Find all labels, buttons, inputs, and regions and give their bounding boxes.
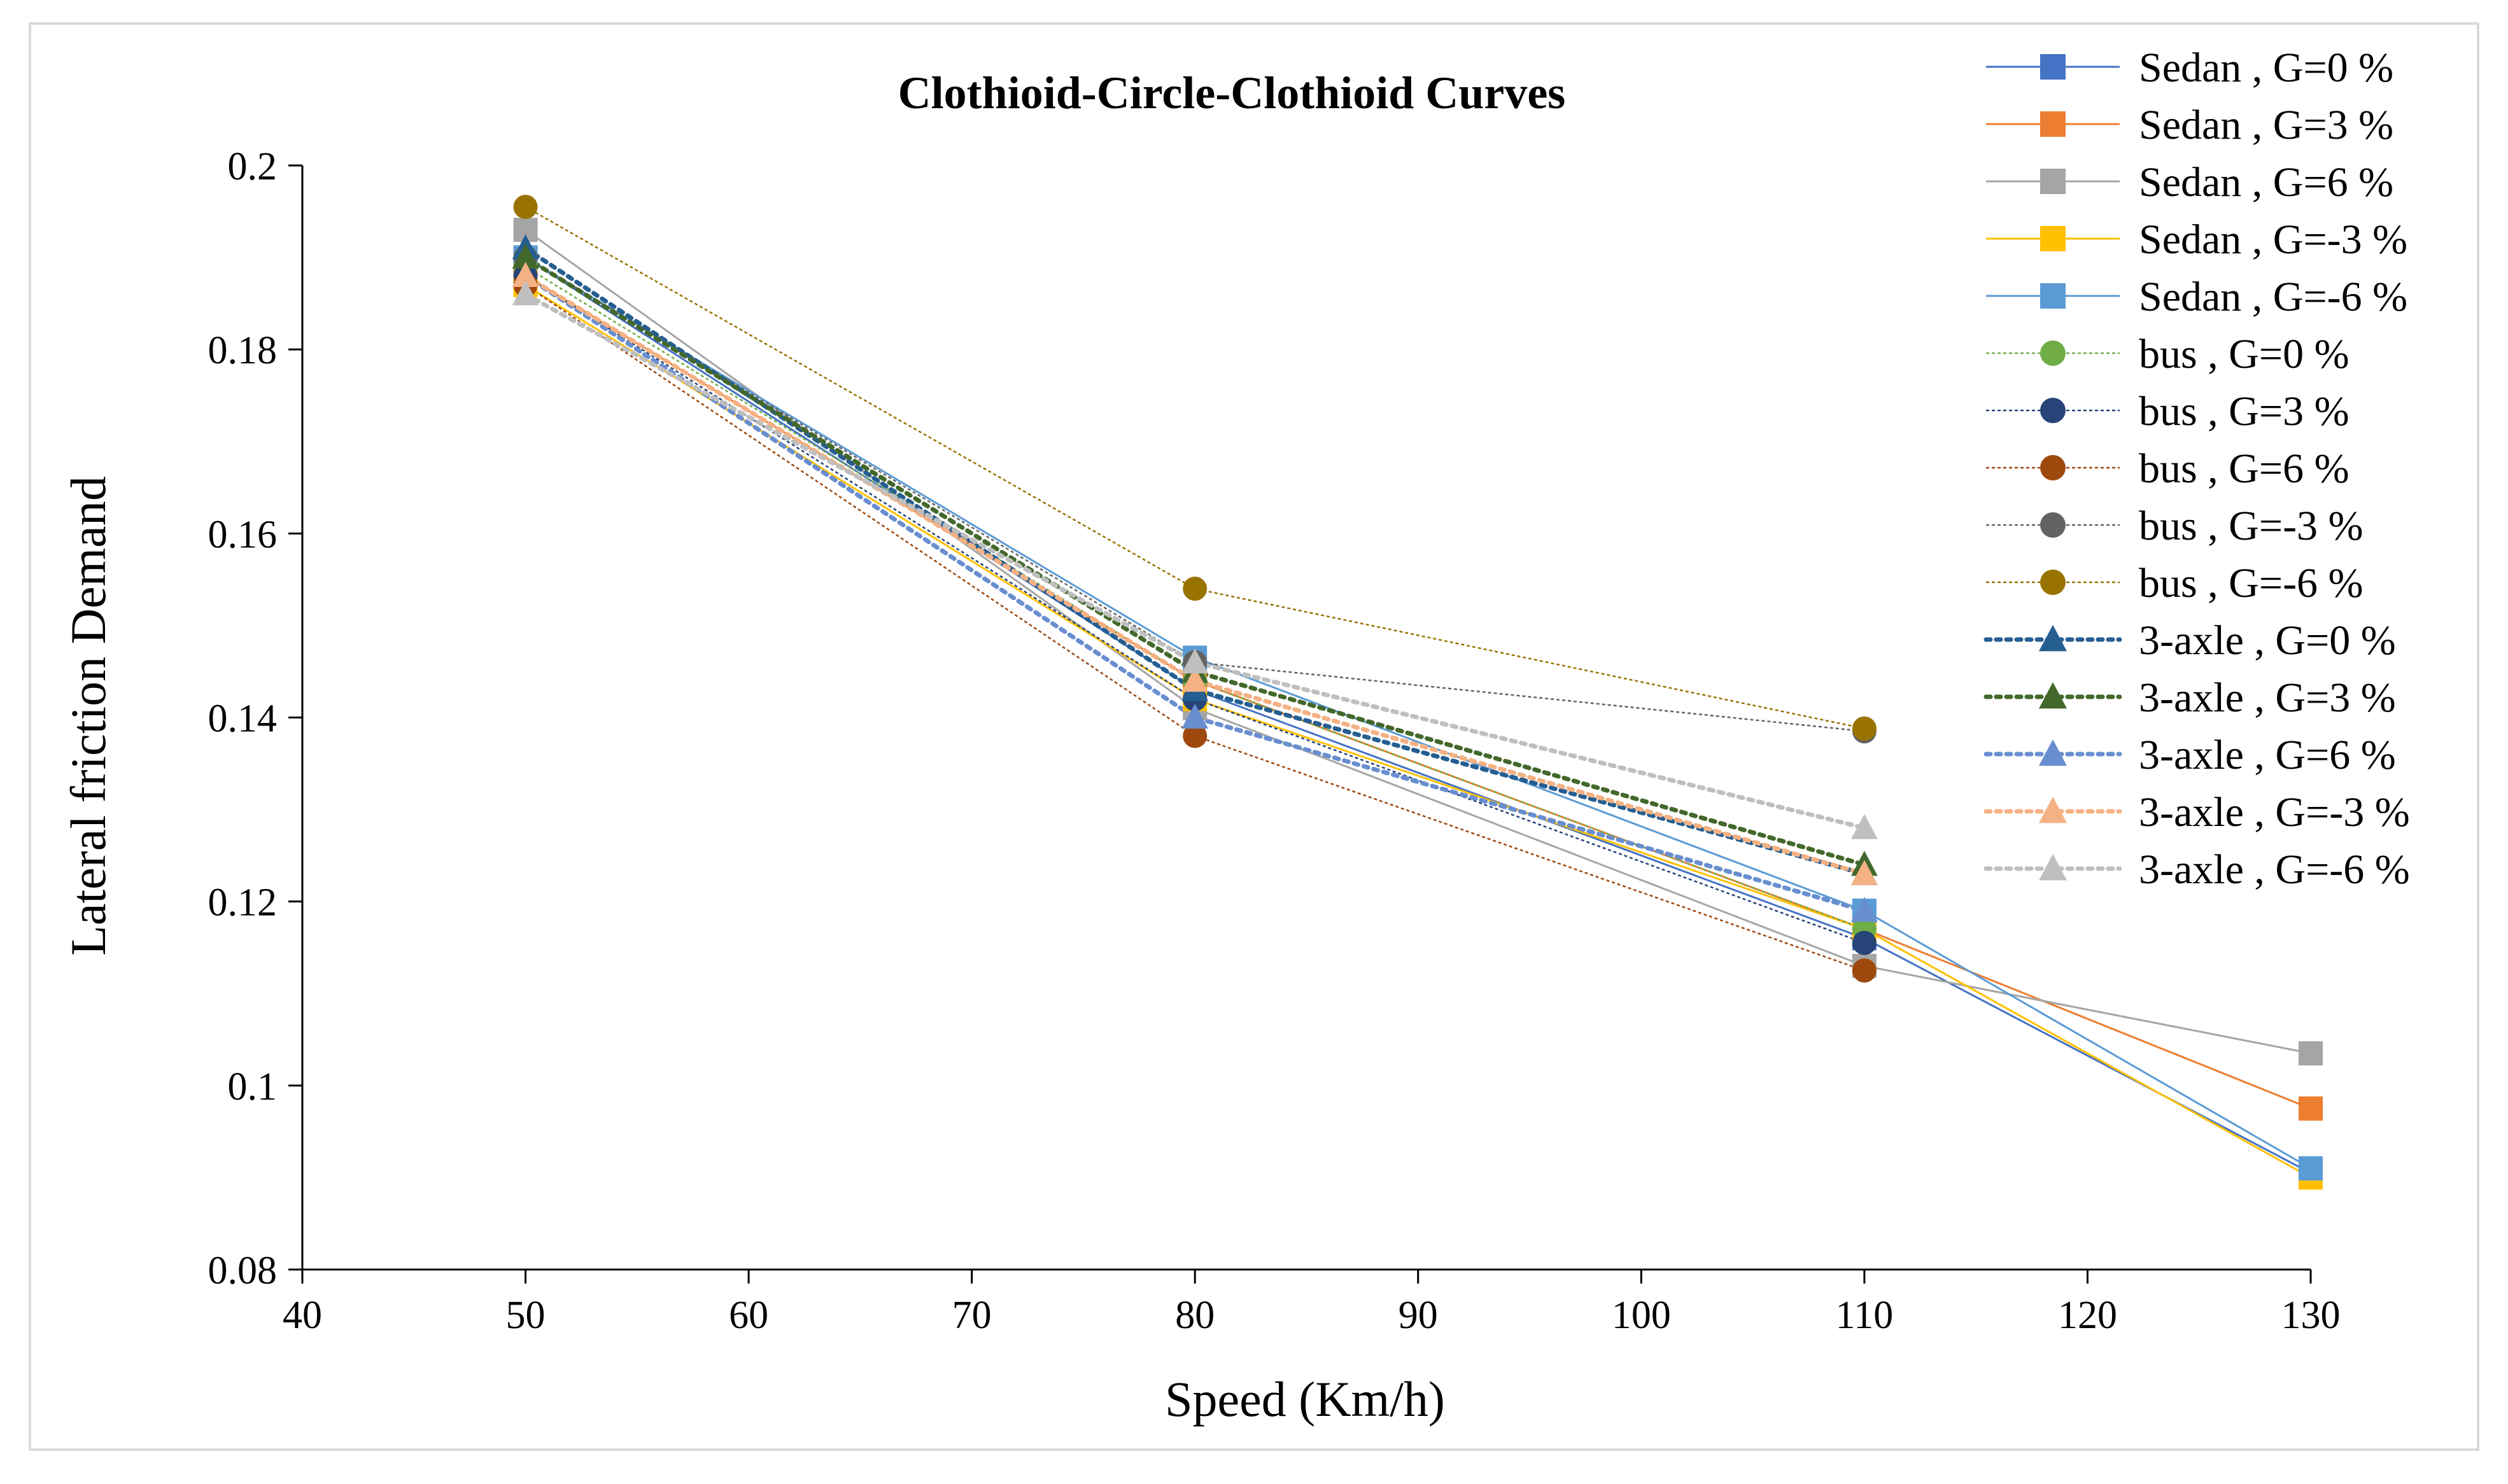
- x-tick-label: 100: [1612, 1294, 1671, 1337]
- data-point-s14-3: [1850, 860, 1878, 885]
- data-point-s5-4: [2299, 1156, 2323, 1180]
- legend-swatch-marker: [2039, 797, 2067, 823]
- data-point-s13-3: [1850, 897, 1878, 922]
- legend-swatch-marker: [2040, 226, 2066, 251]
- series-line-13: [523, 274, 1867, 913]
- x-axis-title: Speed (Km/h): [1165, 1371, 1445, 1427]
- y-tick-label: 0.16: [208, 513, 278, 556]
- legend-label: bus , G=6 %: [2139, 445, 2349, 492]
- legend-item: Sedan , G=-6 %: [1986, 274, 2407, 320]
- data-point-s13-2: [1181, 703, 1209, 729]
- x-tick-label: 60: [729, 1294, 768, 1337]
- legend-swatch-marker: [2040, 54, 2066, 80]
- x-tick-label: 80: [1175, 1294, 1215, 1337]
- data-point-s10-2: [1183, 577, 1208, 601]
- legend-item: bus , G=0 %: [1986, 331, 2349, 377]
- data-point-s14-1: [512, 262, 539, 287]
- legend-label: 3-axle , G=-3 %: [2139, 789, 2410, 836]
- legend-label: Sedan , G=-3 %: [2139, 216, 2407, 263]
- x-tick-label: 120: [2058, 1294, 2117, 1337]
- x-tick-label: 110: [1836, 1294, 1894, 1337]
- legend-swatch-marker: [2039, 854, 2067, 881]
- legend-label: 3-axle , G=3 %: [2139, 675, 2396, 721]
- data-point-s2-4: [2299, 1096, 2323, 1121]
- series-line-2: [525, 275, 2311, 1110]
- legend-label: 3-axle , G=0 %: [2139, 617, 2396, 664]
- data-point-s15-3: [1850, 814, 1878, 839]
- legend-swatch-marker: [2040, 169, 2066, 194]
- x-tick-label: 130: [2281, 1294, 2341, 1337]
- data-point-s10-3: [1852, 716, 1877, 741]
- series-line-14: [523, 274, 1867, 876]
- x-tick-label: 40: [283, 1294, 322, 1337]
- x-tick-label: 50: [506, 1294, 546, 1337]
- legend-label: Sedan , G=0 %: [2139, 45, 2393, 91]
- legend-swatch-marker: [2040, 512, 2066, 538]
- legend-swatch-marker: [2040, 398, 2066, 423]
- series-line-9: [525, 256, 1865, 732]
- data-point-s14-2: [1181, 666, 1209, 692]
- y-axis-title: Lateral friction Demand: [60, 476, 116, 956]
- data-point-s3-4: [2299, 1041, 2323, 1066]
- data-point-s12-1: [512, 243, 539, 269]
- y-tick-label: 0.1: [228, 1065, 278, 1109]
- legend-label: Sedan , G=6 %: [2139, 159, 2393, 206]
- data-point-s8-3: [1852, 958, 1877, 983]
- series-line-12: [523, 255, 1867, 867]
- axes: 0.08 0.1 0.12 0.14 0.16 0.18 0.2 40 50 60 70 80 90 10…: [208, 145, 2341, 1337]
- data-point-s10-1: [513, 195, 538, 220]
- y-tick-label: 0.14: [208, 697, 278, 741]
- data-point-s15-2: [1181, 648, 1209, 674]
- chart-frame: [29, 22, 2479, 1451]
- legend-item: 3-axle , G=-6 %: [1983, 846, 2410, 893]
- data-point-s15-1: [512, 280, 539, 305]
- y-tick-label: 0.18: [208, 329, 278, 372]
- legend-item: 3-axle , G=3 %: [1983, 675, 2396, 721]
- legend-swatch-marker: [2040, 283, 2066, 309]
- legend-label: 3-axle , G=-6 %: [2139, 846, 2410, 893]
- chart-title: Clothioid-Circle-Clothioid Curves: [898, 67, 1566, 118]
- legend-swatch-marker: [2040, 455, 2066, 480]
- x-tick-label: 70: [952, 1294, 992, 1337]
- legend-swatch-marker: [2040, 340, 2066, 366]
- legend-item: 3-axle , G=6 %: [1983, 732, 2396, 778]
- legend-item: Sedan , G=-3 %: [1986, 216, 2407, 263]
- legend-item: 3-axle , G=-3 %: [1983, 789, 2410, 836]
- legend-label: bus , G=-6 %: [2139, 560, 2364, 606]
- series-markers: [512, 195, 2323, 1190]
- y-tick-label: 0.12: [208, 881, 278, 925]
- series-line-1: [525, 256, 2311, 1174]
- legend-item: bus , G=-6 %: [1986, 560, 2364, 606]
- legend-swatch-marker: [2039, 739, 2067, 766]
- legend-label: Sedan , G=3 %: [2139, 102, 2393, 148]
- x-tick-label: 90: [1398, 1294, 1438, 1337]
- data-point-s7-3: [1852, 930, 1877, 955]
- legend-item: bus , G=3 %: [1986, 388, 2349, 435]
- legend-item: Sedan , G=6 %: [1986, 159, 2393, 206]
- legend-label: bus , G=0 %: [2139, 331, 2349, 377]
- y-tick-label: 0.08: [208, 1249, 278, 1292]
- legend: Sedan , G=0 % Sedan , G=3 % Sedan , G=6 % S…: [1983, 45, 2410, 893]
- legend-item: 3-axle , G=0 %: [1983, 617, 2396, 664]
- series-line-8: [525, 284, 1865, 972]
- series-line-5: [525, 256, 2311, 1170]
- legend-swatch-marker: [2039, 625, 2067, 652]
- series-line-7: [525, 275, 1865, 944]
- legend-item: bus , G=-3 %: [1986, 503, 2364, 549]
- legend-label: bus , G=-3 %: [2139, 503, 2364, 549]
- legend-swatch-marker: [2039, 682, 2067, 709]
- legend-item: bus , G=6 %: [1986, 445, 2349, 492]
- legend-item: Sedan , G=0 %: [1986, 45, 2393, 91]
- legend-label: bus , G=3 %: [2139, 388, 2349, 435]
- series-line-4: [525, 284, 2311, 1179]
- y-tick-label: 0.2: [228, 145, 278, 188]
- series-line-11: [523, 246, 1867, 876]
- legend-swatch-marker: [2040, 111, 2066, 137]
- legend-label: 3-axle , G=6 %: [2139, 732, 2396, 778]
- legend-label: Sedan , G=-6 %: [2139, 274, 2407, 320]
- legend-item: Sedan , G=3 %: [1986, 102, 2393, 148]
- data-point-s8-2: [1183, 724, 1208, 748]
- legend-swatch-marker: [2040, 570, 2066, 595]
